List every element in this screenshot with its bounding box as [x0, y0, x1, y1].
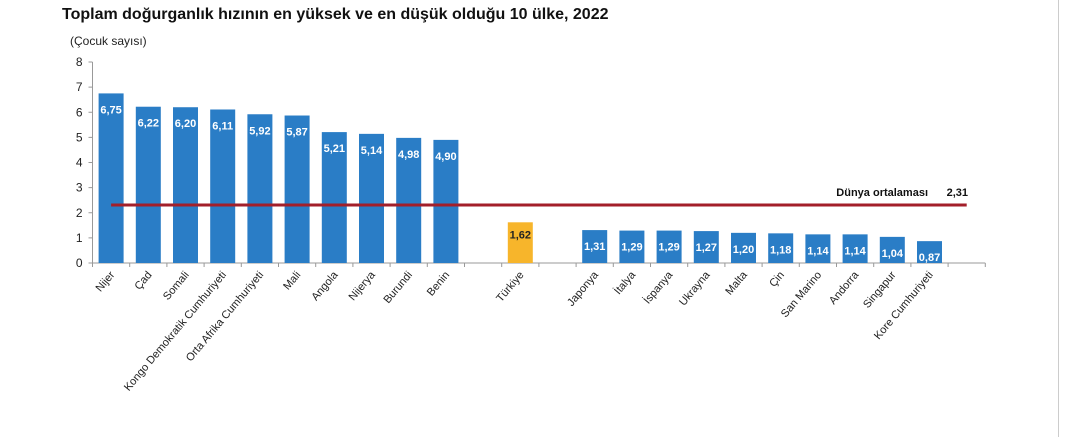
bar: [284, 115, 310, 263]
x-tick-label: Çin: [767, 269, 787, 289]
bar: [582, 230, 608, 263]
bar-value-label: 6,11: [212, 120, 233, 132]
x-tick-label: Somali: [161, 269, 192, 302]
x-tick-label: Orta Afrika Cumhuriyeti: [184, 269, 266, 364]
bar-value-label: 4,90: [435, 151, 456, 163]
x-tick-label: İtalya: [611, 268, 638, 297]
bar: [396, 137, 422, 263]
x-tick-label: Burundi: [381, 269, 415, 306]
bar-value-label: 1,14: [844, 245, 866, 257]
bar-value-label: 4,98: [398, 149, 419, 161]
bar-value-label: 6,22: [138, 118, 159, 130]
bar-value-label: 1,27: [696, 242, 717, 254]
bar: [359, 133, 384, 263]
x-tick-label: İspanya: [641, 268, 676, 307]
bar: [656, 230, 682, 263]
bar-value-label: 1,04: [882, 248, 904, 260]
bar-value-label: 1,62: [510, 229, 531, 241]
x-tick-label: Nijer: [94, 269, 118, 294]
x-tick-label: Türkiye: [494, 269, 526, 304]
bar: [805, 234, 831, 263]
y-tick-label: 3: [76, 181, 83, 195]
x-tick-label: Malta: [723, 269, 750, 298]
bar: [619, 230, 645, 263]
bar: [321, 132, 347, 263]
x-tick-label: Benin: [425, 269, 452, 298]
bar: [507, 222, 533, 263]
reference-line-value: 2,31: [947, 187, 968, 199]
bar: [98, 93, 124, 263]
bar: [768, 233, 794, 263]
y-tick-label: 0: [76, 256, 83, 270]
y-tick-label: 4: [76, 156, 83, 170]
bar-value-label: 1,14: [807, 245, 829, 257]
bar: [210, 109, 236, 263]
bar-value-label: 1,20: [733, 244, 754, 256]
chart-title: Toplam doğurganlık hızının en yüksek ve …: [62, 6, 609, 23]
bar: [173, 107, 198, 263]
bar-value-label: 5,92: [249, 125, 270, 137]
x-tick-label: Japonya: [565, 269, 601, 309]
x-tick-label: Mali: [281, 269, 303, 292]
bar-value-label: 1,29: [658, 242, 679, 254]
bar-value-label: 6,75: [100, 104, 121, 116]
bar: [433, 139, 459, 263]
bar: [842, 234, 868, 263]
bar: [731, 232, 756, 263]
y-tick-label: 1: [76, 231, 83, 245]
bar-value-label: 1,31: [584, 241, 605, 253]
y-tick-label: 6: [76, 105, 83, 119]
bar-value-label: 1,18: [770, 244, 791, 256]
x-tick-label: Ukrayna: [677, 269, 713, 309]
y-axis-label: (Çocuk sayısı): [70, 34, 147, 48]
bar-value-label: 5,87: [286, 127, 307, 139]
bar: [879, 236, 905, 263]
bar: [247, 114, 273, 263]
bar: [135, 106, 161, 263]
x-tick-label: Singapur: [861, 269, 899, 311]
x-tick-label: Çad: [132, 269, 154, 292]
x-tick-label: Andorra: [827, 269, 862, 307]
reference-line-label: Dünya ortalaması: [836, 187, 928, 199]
frame-border: [1058, 0, 1059, 437]
y-tick-label: 5: [76, 130, 83, 144]
y-tick-label: 7: [76, 80, 83, 94]
bar-value-label: 1,29: [621, 242, 642, 254]
x-tick-label: Angola: [309, 269, 341, 304]
y-tick-label: 8: [76, 55, 83, 69]
x-tick-label: Nijerya: [347, 269, 379, 304]
y-tick-label: 2: [76, 206, 83, 220]
bar-value-label: 6,20: [175, 118, 196, 130]
bar-value-label: 0,87: [919, 252, 940, 264]
bar: [917, 241, 942, 263]
bar: [693, 231, 719, 263]
bar-value-label: 5,14: [361, 145, 383, 157]
bar-value-label: 5,21: [324, 143, 345, 155]
